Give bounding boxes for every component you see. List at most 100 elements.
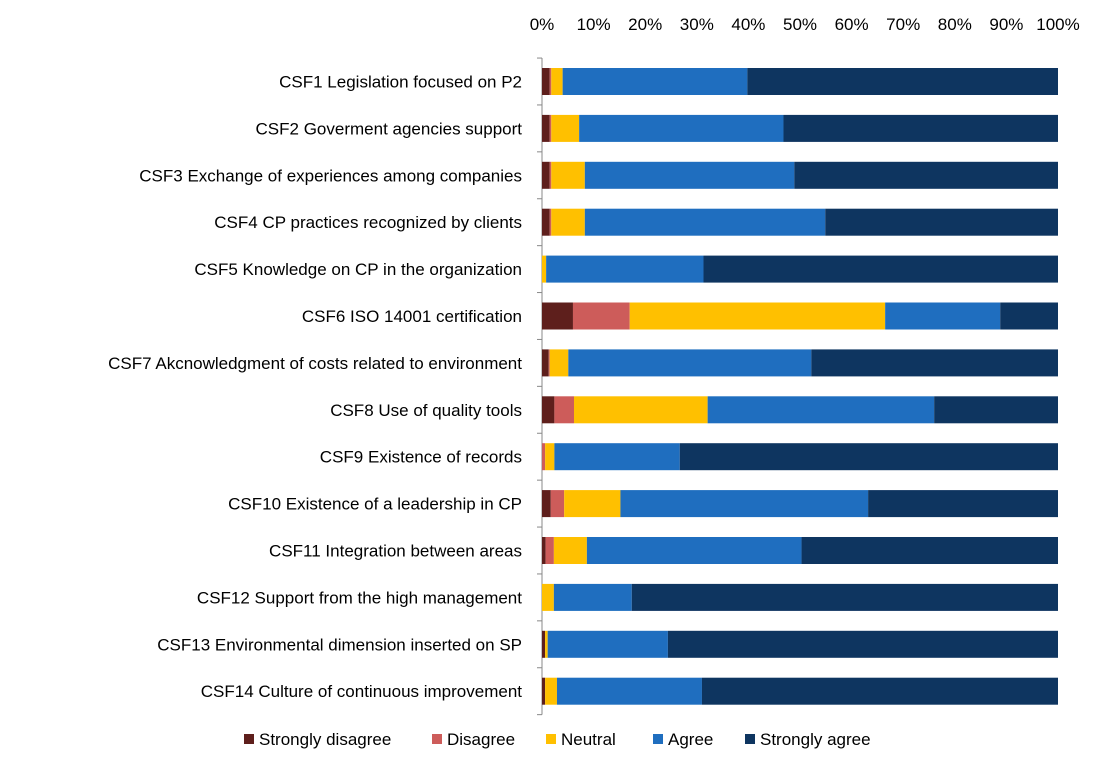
bar-segment [885, 302, 1001, 330]
y-axis [537, 57, 543, 716]
bar-segment [556, 677, 702, 705]
bar-segment [701, 677, 1058, 705]
bar-segment [549, 208, 552, 236]
x-tick-label: 60% [835, 15, 869, 34]
bar-segment [545, 537, 554, 564]
legend-label: Agree [668, 730, 713, 749]
bar-segment [1000, 302, 1058, 330]
bar-segment [579, 114, 784, 142]
bar-segment [551, 114, 580, 142]
x-tick-label: 70% [886, 15, 920, 34]
bar-segment [542, 443, 546, 471]
category-label: CSF3 Exchange of experiences among compa… [139, 166, 522, 185]
bar-segment [542, 537, 546, 564]
category-label: CSF9 Existence of records [320, 448, 522, 467]
x-axis-tick-labels: 0% 10% 20% 30% 40% 50% 60% 70% 80% 90% 100% [530, 15, 1080, 34]
category-label: CSF14 Culture of continuous improvement [201, 682, 523, 701]
bar-segment [572, 302, 630, 330]
bar-segment [554, 443, 680, 471]
bar-segment [703, 255, 1058, 283]
bar-segment [553, 583, 632, 611]
bar-segment [546, 255, 704, 283]
bar-segment [548, 349, 550, 377]
legend-label: Strongly disagree [259, 730, 391, 749]
bar-segment [551, 208, 585, 236]
legend-swatch [546, 734, 556, 744]
bar-segment [584, 208, 826, 236]
category-labels: CSF1 Legislation focused on P2 CSF2 Gover… [108, 73, 522, 702]
legend: Strongly disagree Disagree Neutral Agree Str… [244, 730, 871, 749]
x-tick-label: 40% [731, 15, 765, 34]
category-label: CSF11 Integration between areas [269, 542, 522, 561]
bar-segment [631, 583, 1058, 611]
category-label: CSF13 Environmental dimension inserted o… [157, 635, 522, 654]
x-tick-label: 100% [1036, 15, 1079, 34]
x-tick-label: 30% [680, 15, 714, 34]
bar-segment [542, 490, 551, 518]
bar-segment [551, 68, 563, 95]
bar-segment [542, 396, 555, 424]
legend-label: Neutral [561, 730, 616, 749]
bar-segment [679, 443, 1058, 471]
category-label: CSF6 ISO 14001 certification [302, 307, 522, 326]
bar-segment [629, 302, 886, 330]
bar-segment [551, 161, 585, 189]
x-tick-label: 20% [628, 15, 662, 34]
bar-segment [562, 68, 748, 95]
legend-swatch [653, 734, 663, 744]
category-label: CSF8 Use of quality tools [330, 401, 522, 420]
bar-segment [667, 630, 1058, 658]
bar-segment [868, 490, 1058, 518]
bar-segment [783, 114, 1058, 142]
category-label: CSF5 Knowledge on CP in the organization [194, 260, 522, 279]
bar-segment [573, 396, 708, 424]
category-label: CSF7 Akcnowledgment of costs related to … [108, 354, 522, 373]
bar-segment [542, 583, 554, 611]
legend-label: Disagree [447, 730, 515, 749]
category-label: CSF10 Existence of a leadership in CP [228, 495, 522, 514]
bar-segment [545, 443, 555, 471]
category-label: CSF4 CP practices recognized by clients [214, 213, 522, 232]
legend-swatch [244, 734, 254, 744]
bar-segment [549, 349, 569, 377]
category-label: CSF12 Support from the high management [197, 588, 522, 607]
bar-segment [542, 677, 546, 705]
x-tick-label: 10% [577, 15, 611, 34]
bar-segment [542, 114, 550, 142]
bar-segment [568, 349, 812, 377]
bar-segment [747, 68, 1058, 95]
bar-segment [542, 208, 550, 236]
bar-segment [549, 161, 552, 189]
bar-segment [586, 537, 802, 564]
bar-segment [542, 68, 550, 95]
bar-segment [542, 630, 546, 658]
bar-segment [801, 537, 1058, 564]
legend-swatch [432, 734, 442, 744]
bar-segment [550, 490, 565, 518]
category-label: CSF1 Legislation focused on P2 [279, 73, 522, 92]
x-tick-label: 0% [530, 15, 555, 34]
bar-segment [545, 630, 548, 658]
bar-segment [584, 161, 795, 189]
bar-segment [794, 161, 1058, 189]
x-tick-label: 80% [938, 15, 972, 34]
bar-segment [620, 490, 869, 518]
bar-segment [564, 490, 621, 518]
x-tick-label: 90% [989, 15, 1023, 34]
bar-segment [545, 677, 557, 705]
bar-segment [811, 349, 1058, 377]
legend-swatch [745, 734, 755, 744]
category-label: CSF2 Goverment agencies support [256, 119, 523, 138]
bar-segment [547, 630, 668, 658]
bar-segments [542, 68, 1058, 705]
bar-segment [542, 302, 573, 330]
bar-segment [542, 161, 550, 189]
bar-segment [825, 208, 1058, 236]
bar-segment [549, 68, 552, 95]
bar-segment [554, 396, 574, 424]
x-tick-label: 50% [783, 15, 817, 34]
bar-segment [707, 396, 935, 424]
bar-segment [542, 255, 547, 283]
bar-segment [542, 349, 549, 377]
